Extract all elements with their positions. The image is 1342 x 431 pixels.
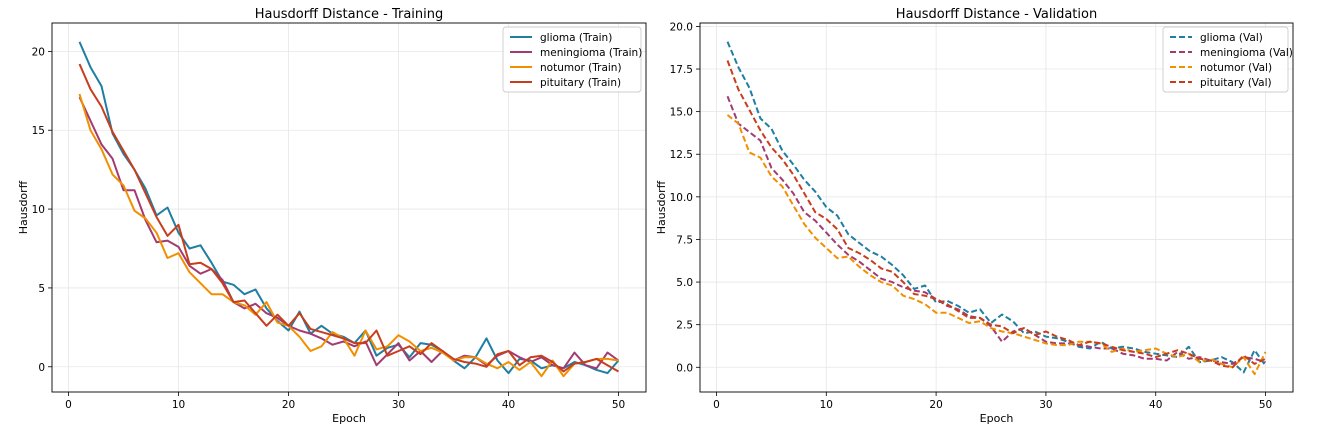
x-axis-label: Epoch — [332, 412, 366, 425]
legend: glioma (Train) meningioma (Train) notumo… — [502, 26, 642, 93]
y-tick-label: 5 — [38, 283, 45, 295]
legend-box — [1162, 26, 1289, 93]
x-tick-label: 30 — [1039, 399, 1052, 411]
legend-label-pituitary: pituitary (Train) — [540, 77, 621, 89]
x-tick-label: 40 — [1149, 399, 1162, 411]
legend-label-glioma: glioma (Train) — [540, 32, 612, 44]
series-line-notumor-train — [78, 93, 619, 378]
legend-box — [502, 26, 642, 93]
legend-label-notumor: notumor (Val) — [1200, 62, 1272, 74]
y-tick-label: 0.0 — [676, 362, 693, 374]
y-tick-label: 10 — [32, 204, 45, 216]
legend-label-notumor: notumor (Train) — [540, 62, 622, 74]
x-tick-label: 30 — [392, 399, 405, 411]
x-tick-label: 50 — [612, 399, 625, 411]
plot-frame — [699, 22, 1294, 393]
y-tick-label: 17.5 — [670, 64, 693, 76]
y-tick-label: 0 — [38, 362, 45, 374]
legend-label-glioma: glioma (Val) — [1200, 32, 1263, 44]
x-tick-label: 20 — [929, 399, 942, 411]
x-ticks: 0 10 20 30 40 50 — [713, 392, 1272, 411]
training-chart: Hausdorff Distance - Training 0 10 20 30 40 5… — [17, 7, 647, 425]
y-tick-label: 15 — [32, 125, 45, 137]
x-tick-label: 10 — [172, 399, 185, 411]
series-line-notumor-val — [726, 114, 1267, 376]
legend: glioma (Val) meningioma (Val) notumor (V… — [1162, 26, 1293, 93]
series-line-pituitary-train — [78, 63, 619, 373]
validation-chart: Hausdorff Distance - Validation 0 10 20 30 4… — [655, 7, 1294, 425]
y-tick-label: 20 — [32, 46, 45, 58]
y-ticks: 0 5 10 15 20 — [32, 46, 52, 374]
x-axis-label: Epoch — [980, 412, 1014, 425]
x-tick-label: 0 — [65, 399, 72, 411]
plot-frame — [51, 22, 647, 393]
legend-label-meningioma: meningioma (Val) — [1200, 47, 1293, 59]
y-tick-label: 5.0 — [676, 277, 693, 289]
y-ticks: 0.0 2.5 5.0 7.5 10.0 12.5 15.0 17.5 20.0 — [670, 21, 700, 374]
y-tick-label: 7.5 — [676, 234, 693, 246]
chart-title: Hausdorff Distance - Training — [255, 7, 444, 22]
chart-title: Hausdorff Distance - Validation — [896, 7, 1097, 22]
y-tick-label: 12.5 — [670, 149, 693, 161]
x-tick-label: 10 — [820, 399, 833, 411]
y-axis-label: Hausdorff — [17, 180, 30, 234]
series-line-meningioma-train — [78, 96, 620, 370]
x-tick-label: 20 — [282, 399, 295, 411]
series-line-meningioma-val — [726, 95, 1266, 365]
y-tick-label: 15.0 — [670, 107, 693, 119]
x-ticks: 0 10 20 30 40 50 — [65, 392, 625, 411]
legend-label-pituitary: pituitary (Val) — [1200, 77, 1272, 89]
series-lines — [726, 41, 1267, 376]
x-tick-label: 40 — [502, 399, 515, 411]
series-line-pituitary-val — [726, 60, 1266, 369]
y-tick-label: 10.0 — [670, 192, 693, 204]
y-axis-label: Hausdorff — [655, 180, 668, 234]
grid-lines — [52, 23, 646, 392]
legend-label-meningioma: meningioma (Train) — [540, 47, 642, 59]
series-lines — [78, 41, 620, 378]
y-tick-label: 20.0 — [670, 21, 693, 33]
y-tick-label: 2.5 — [676, 320, 693, 332]
x-tick-label: 0 — [713, 399, 720, 411]
x-tick-label: 50 — [1259, 399, 1272, 411]
